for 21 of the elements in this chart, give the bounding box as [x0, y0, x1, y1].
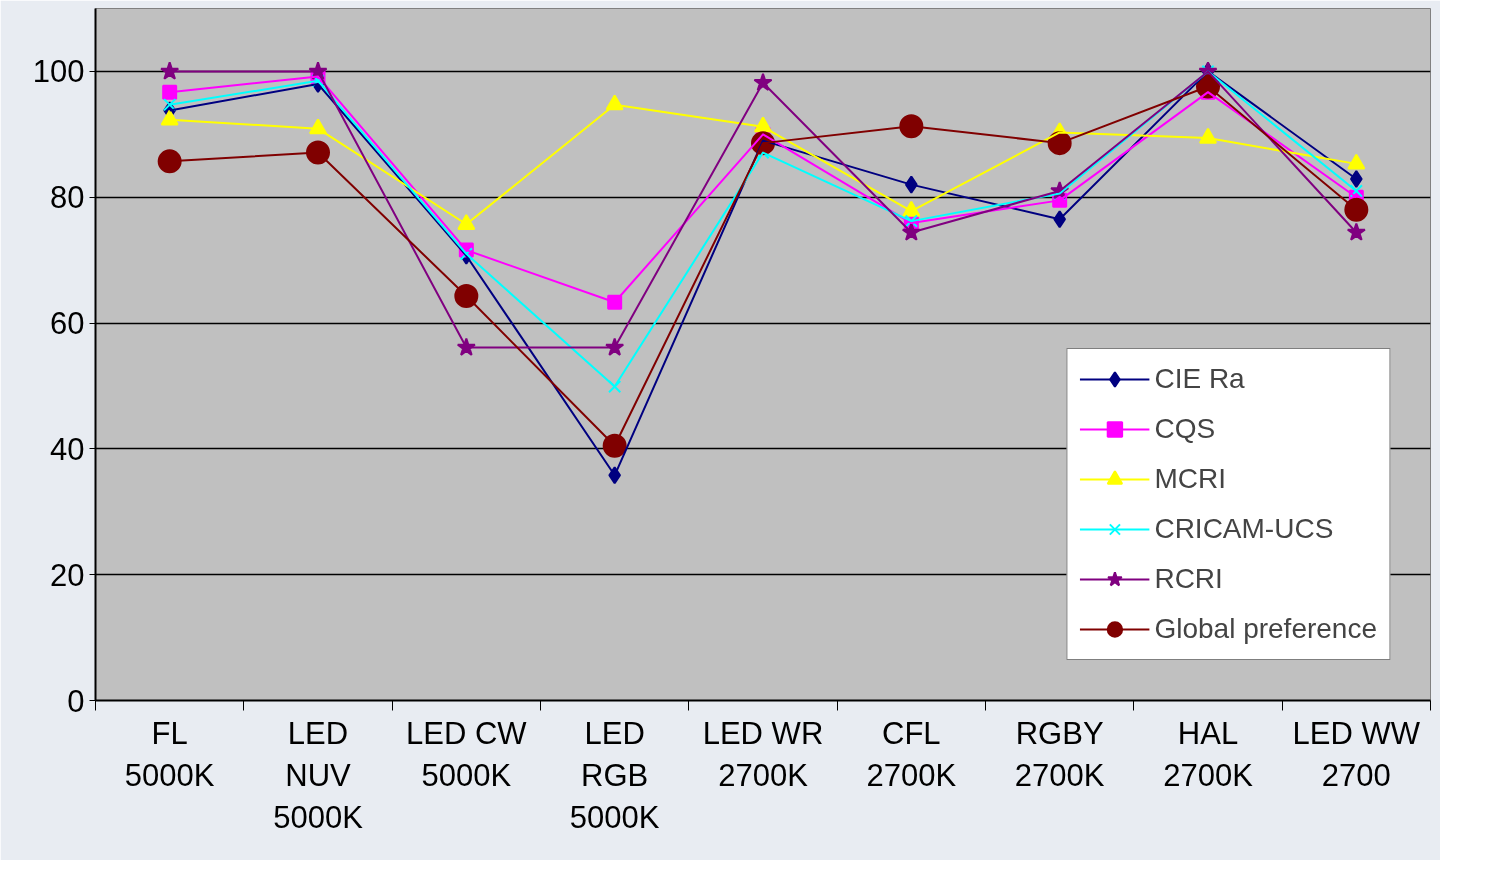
- y-tick-label: 60: [50, 306, 85, 342]
- x-tick-label: HAL 2700K: [1163, 715, 1254, 793]
- y-tick-label: 100: [32, 54, 85, 90]
- legend-label: CIE Ra: [1154, 363, 1245, 395]
- legend-label: Global preference: [1154, 613, 1377, 645]
- x-tick-label: LED RGB 5000K: [569, 715, 660, 835]
- legend-label: CQS: [1154, 413, 1216, 445]
- legend-label: CRICAM-UCS: [1154, 513, 1334, 545]
- legend-label: RCRI: [1154, 563, 1223, 595]
- y-tick-label: 0: [67, 683, 85, 719]
- x-tick-label: LED NUV 5000K: [273, 715, 364, 835]
- x-tick-label: LED WW 2700: [1292, 715, 1421, 793]
- x-tick-label: RGBY 2700K: [1014, 715, 1105, 793]
- x-tick-label: LED CW 5000K: [406, 715, 528, 793]
- x-tick-label: LED WR 2700K: [702, 715, 824, 793]
- y-tick-label: 80: [50, 180, 85, 216]
- y-tick-label: 20: [50, 557, 85, 593]
- y-tick-label: 40: [50, 431, 85, 467]
- x-tick-label: CFL 2700K: [866, 715, 957, 793]
- legend-label: MCRI: [1154, 463, 1226, 495]
- x-tick-label: FL 5000K: [124, 715, 215, 793]
